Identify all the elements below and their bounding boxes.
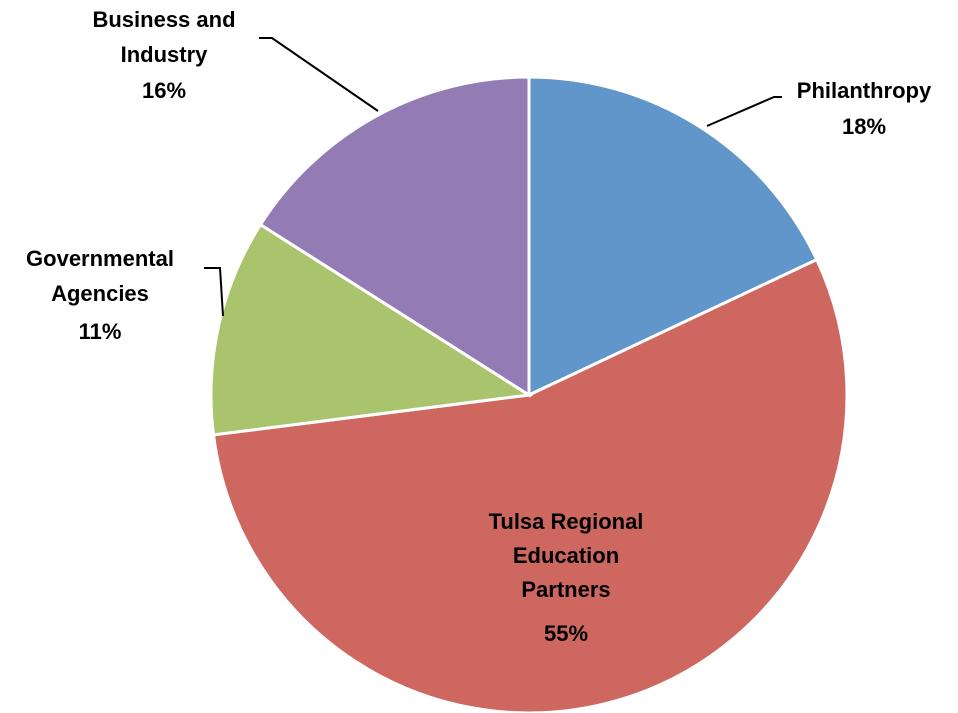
slice-pct-governmental: 11% (79, 319, 122, 344)
pie-slice-business-and-industry (258, 75, 531, 398)
leader-line-governmental-agencies (204, 267, 224, 317)
leader-lines (204, 37, 782, 317)
pie-slice-philanthropy (527, 75, 819, 398)
pie-slice-governmental-agencies (209, 222, 534, 437)
pie-slices (209, 75, 849, 713)
pie-slice-tulsa-regional-education-partners (211, 257, 849, 713)
slice-label-tulsa-regional-line2: Education (513, 543, 619, 568)
slice-labels: Philanthropy 18% Tulsa Regional Educatio… (26, 7, 932, 646)
slice-label-business-line2: Industry (121, 42, 209, 67)
slice-pct-philanthropy: 18% (842, 114, 886, 139)
slice-label-philanthropy: Philanthropy (797, 78, 932, 103)
slice-label-business-line1: Business and (92, 7, 235, 32)
slice-label-tulsa-regional-line1: Tulsa Regional (489, 509, 644, 534)
leader-line-philanthropy (706, 96, 782, 127)
slice-pct-business: 16% (142, 78, 186, 103)
leader-line-business-and-industry (259, 37, 379, 112)
slice-label-tulsa-regional-line3: Partners (521, 577, 610, 602)
slice-label-governmental-line1: Governmental (26, 246, 174, 271)
slice-pct-tulsa-regional: 55% (544, 621, 588, 646)
slice-label-governmental-line2: Agencies (51, 281, 149, 306)
